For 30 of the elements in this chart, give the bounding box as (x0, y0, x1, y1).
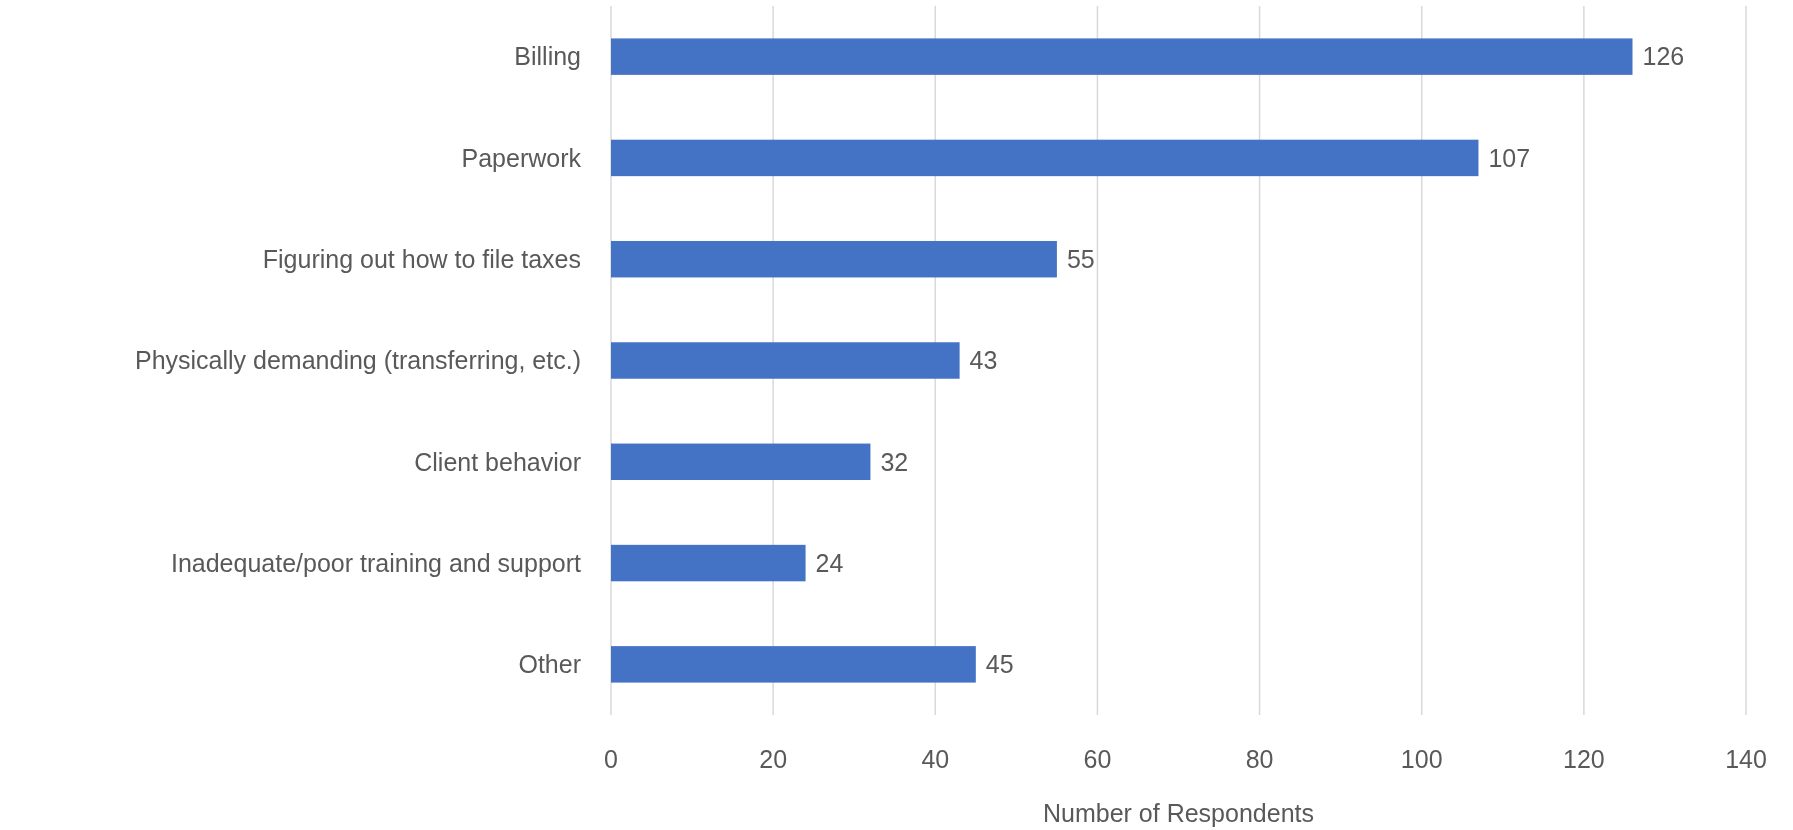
data-label: 43 (969, 346, 998, 375)
y-tick-label: Physically demanding (transferring, etc.) (134, 346, 581, 375)
data-label: 32 (880, 447, 909, 476)
data-label: 24 (815, 548, 844, 577)
bar (611, 646, 976, 683)
y-tick-label: Inadequate/poor training and support (170, 548, 582, 577)
x-tick-label: 20 (759, 745, 788, 773)
data-label: 126 (1642, 42, 1685, 71)
data-label: 45 (985, 650, 1014, 679)
data-label: 55 (1066, 244, 1095, 273)
x-tick-label: 120 (1563, 745, 1605, 773)
bar (611, 240, 1057, 278)
x-tick-label: 80 (1245, 745, 1274, 773)
bar (611, 38, 1633, 75)
bar (611, 544, 806, 582)
bar (611, 443, 871, 481)
y-tick-label: Figuring out how to file taxes (262, 244, 581, 273)
x-tick-label: 0 (604, 745, 618, 773)
data-label: 107 (1488, 143, 1531, 172)
x-tick-label: 140 (1725, 745, 1767, 773)
y-tick-label: Other (518, 650, 581, 679)
x-tick-label: 40 (921, 745, 950, 773)
y-tick-label: Client behavior (414, 447, 581, 476)
x-axis-title: Number of Respondents (1043, 799, 1314, 827)
x-tick-label: 100 (1400, 745, 1443, 773)
bar (611, 139, 1479, 177)
y-tick-label: Billing (514, 42, 581, 71)
y-tick-label: Paperwork (461, 143, 582, 172)
x-tick-label: 60 (1083, 745, 1112, 773)
bar (611, 342, 960, 379)
